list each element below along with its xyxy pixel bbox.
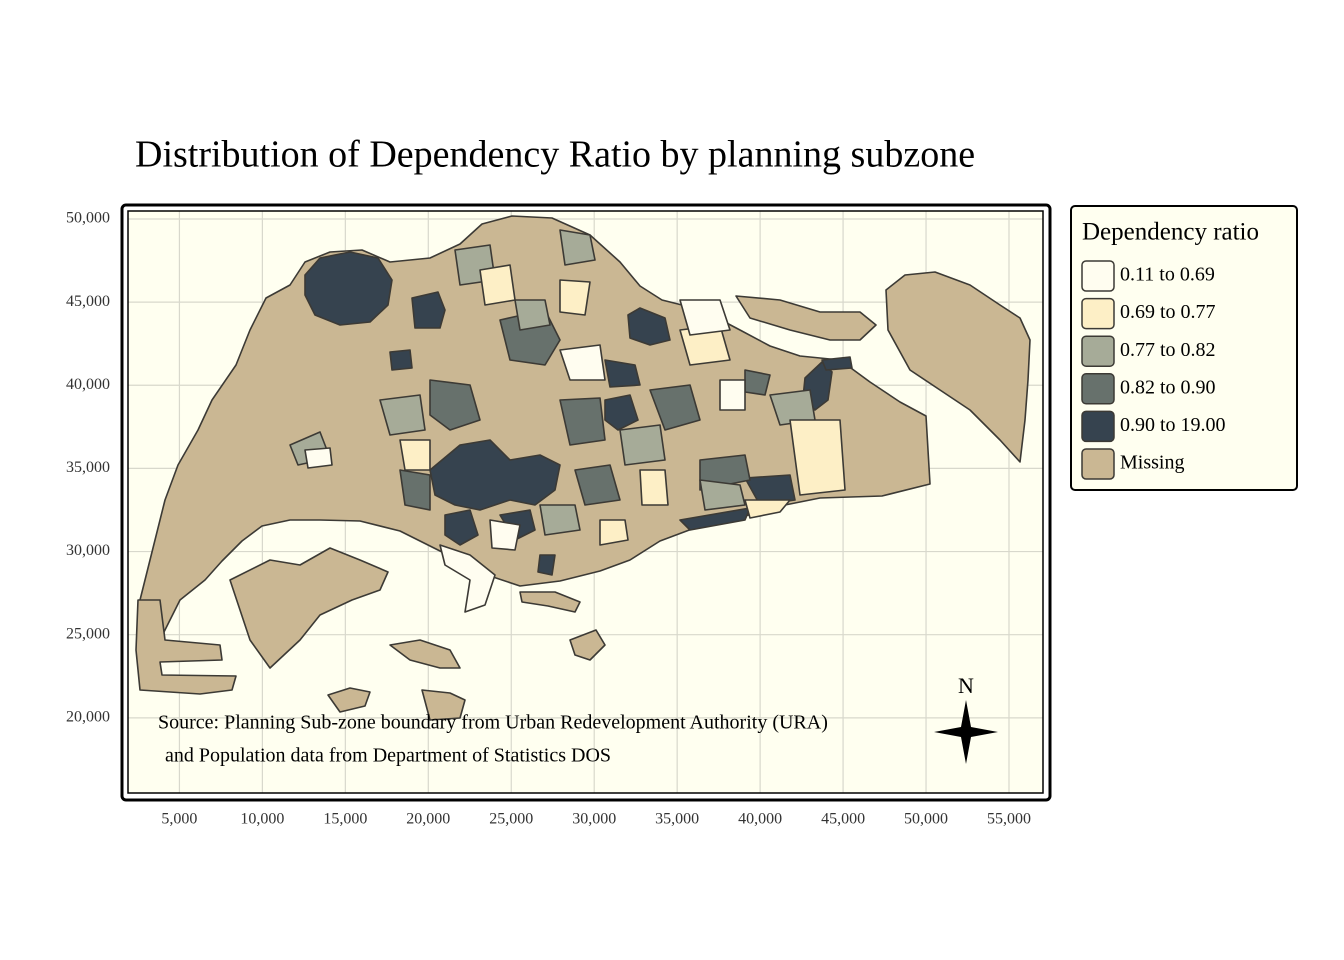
subzone	[379, 394, 426, 436]
y-tick-label: 25,000	[66, 625, 110, 642]
legend-swatch	[1081, 373, 1115, 405]
subzone	[559, 229, 596, 266]
x-tick-label: 25,000	[489, 811, 533, 828]
legend-swatch	[1081, 260, 1115, 292]
subzone	[514, 299, 551, 331]
subzone	[229, 547, 389, 669]
subzone	[679, 299, 731, 336]
subzone	[421, 689, 466, 721]
subzone	[429, 379, 481, 431]
subzone	[539, 504, 581, 536]
subzone	[719, 379, 746, 411]
subzone	[735, 295, 877, 341]
subzone	[537, 554, 556, 576]
north-arrow	[934, 700, 998, 764]
legend-label: 0.90 to 19.00	[1120, 414, 1226, 436]
subzone	[574, 464, 621, 506]
y-tick-label: 20,000	[66, 709, 110, 726]
legend-label: 0.82 to 0.90	[1120, 376, 1216, 398]
legend-label: 0.69 to 0.77	[1120, 301, 1216, 323]
subzone	[304, 251, 393, 326]
subzone	[139, 215, 931, 661]
source-text: and Population data from Department of S…	[165, 745, 611, 767]
x-tick-label: 15,000	[323, 811, 367, 828]
y-tick-label: 40,000	[66, 376, 110, 393]
x-tick-label: 10,000	[240, 811, 284, 828]
legend-swatch	[1081, 410, 1115, 443]
legend-swatch	[1081, 297, 1115, 330]
legend-swatch	[1081, 448, 1115, 480]
subzone	[569, 629, 606, 661]
subzone	[444, 509, 479, 546]
y-tick-label: 35,000	[66, 459, 110, 476]
subzone	[885, 271, 1031, 463]
subzone	[821, 356, 853, 371]
subzone	[327, 687, 371, 713]
subzone	[789, 419, 846, 496]
subzone	[399, 439, 431, 471]
subzone	[627, 307, 671, 346]
x-tick-label: 35,000	[655, 811, 699, 828]
subzone	[649, 384, 701, 431]
subzone	[389, 349, 413, 371]
subzone	[411, 291, 446, 329]
legend-title: Dependency ratio	[1082, 219, 1259, 246]
subzone	[599, 519, 629, 546]
north-label: N	[958, 673, 974, 698]
subzone	[389, 639, 461, 669]
subzone	[604, 359, 641, 388]
subzone	[604, 394, 639, 431]
subzone	[489, 519, 521, 551]
y-tick-label: 45,000	[66, 293, 110, 310]
subzone	[429, 439, 561, 511]
legend-swatch	[1081, 335, 1115, 367]
subzone	[744, 474, 796, 506]
legend-label: 0.11 to 0.69	[1120, 264, 1215, 286]
subzone	[744, 369, 771, 396]
subzone	[679, 507, 751, 531]
frame-inner	[127, 210, 1044, 794]
legend-label: 0.77 to 0.82	[1120, 339, 1216, 361]
frame-outer	[120, 203, 1052, 802]
subzone	[744, 499, 791, 519]
subzone	[559, 397, 606, 446]
subzone	[135, 599, 237, 695]
subzone	[639, 469, 669, 506]
subzone	[559, 279, 591, 316]
legend-box	[1070, 205, 1298, 491]
subzone	[439, 544, 496, 613]
x-tick-label: 45,000	[821, 811, 865, 828]
subzone	[479, 264, 516, 306]
y-tick-label: 50,000	[66, 210, 110, 227]
source-text: Source: Planning Sub-zone boundary from …	[158, 712, 828, 734]
x-tick-label: 50,000	[904, 811, 948, 828]
subzone	[519, 591, 581, 613]
x-tick-label: 55,000	[987, 811, 1031, 828]
subzone	[619, 424, 666, 466]
x-tick-label: 40,000	[738, 811, 782, 828]
x-tick-label: 20,000	[406, 811, 450, 828]
x-tick-label: 30,000	[572, 811, 616, 828]
legend-label: Missing	[1120, 452, 1184, 474]
map-title: Distribution of Dependency Ratio by plan…	[135, 134, 975, 176]
subzone	[559, 344, 606, 381]
subzone	[699, 479, 746, 511]
subzone	[399, 469, 431, 511]
subzone	[304, 447, 333, 469]
x-tick-label: 5,000	[161, 811, 197, 828]
y-tick-label: 30,000	[66, 542, 110, 559]
